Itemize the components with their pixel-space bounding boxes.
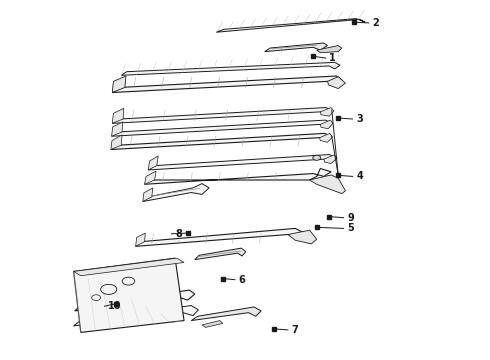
Polygon shape	[74, 290, 195, 311]
Polygon shape	[317, 45, 342, 53]
Polygon shape	[320, 120, 333, 129]
Polygon shape	[191, 307, 261, 320]
Text: 4: 4	[356, 171, 363, 181]
Polygon shape	[74, 258, 184, 276]
Polygon shape	[112, 108, 124, 123]
Polygon shape	[145, 171, 156, 184]
Text: 5: 5	[347, 224, 354, 233]
Polygon shape	[324, 155, 337, 163]
Polygon shape	[148, 154, 337, 170]
Text: 9: 9	[347, 213, 354, 222]
Polygon shape	[288, 230, 317, 244]
Text: 10: 10	[108, 301, 122, 311]
Polygon shape	[310, 175, 345, 194]
Polygon shape	[136, 233, 146, 246]
Polygon shape	[74, 258, 184, 332]
Polygon shape	[320, 108, 334, 116]
Ellipse shape	[313, 155, 320, 160]
Polygon shape	[195, 248, 245, 260]
Polygon shape	[111, 135, 122, 149]
Polygon shape	[143, 188, 153, 202]
Polygon shape	[74, 306, 198, 326]
Polygon shape	[319, 134, 333, 142]
Polygon shape	[265, 43, 327, 51]
Polygon shape	[112, 108, 333, 123]
Polygon shape	[112, 76, 126, 93]
Text: 2: 2	[372, 18, 379, 28]
Polygon shape	[145, 168, 331, 184]
Polygon shape	[122, 62, 340, 75]
Polygon shape	[111, 134, 332, 149]
Polygon shape	[216, 19, 365, 32]
Text: 3: 3	[356, 114, 363, 124]
Polygon shape	[148, 156, 158, 170]
Polygon shape	[112, 120, 333, 136]
Text: 6: 6	[239, 275, 245, 285]
Text: 7: 7	[292, 325, 298, 335]
Text: 1: 1	[329, 53, 336, 63]
Polygon shape	[143, 184, 209, 202]
Text: 8: 8	[175, 229, 182, 239]
Polygon shape	[136, 228, 302, 246]
Polygon shape	[327, 77, 345, 89]
Polygon shape	[112, 76, 342, 93]
Polygon shape	[202, 320, 223, 327]
Polygon shape	[112, 122, 122, 136]
